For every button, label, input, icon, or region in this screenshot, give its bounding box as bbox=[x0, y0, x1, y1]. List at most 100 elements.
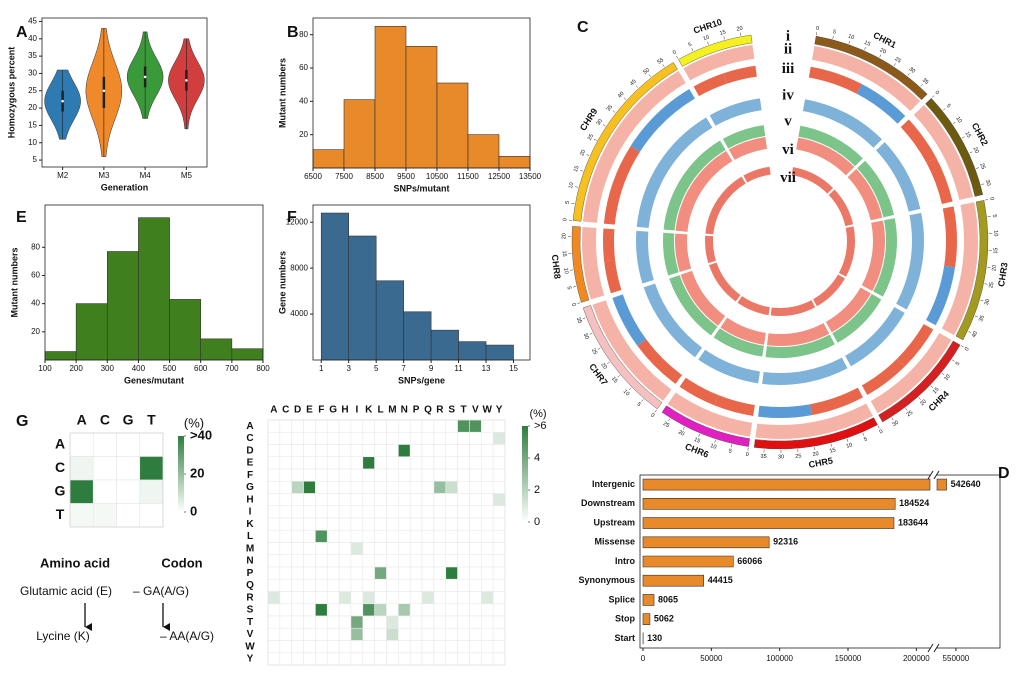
heat-cell bbox=[315, 505, 328, 519]
tick bbox=[975, 315, 978, 318]
category-label: Upstream bbox=[593, 517, 635, 527]
track-area bbox=[743, 166, 771, 183]
heat-cell bbox=[326, 529, 340, 543]
track-area bbox=[636, 230, 654, 284]
track-area bbox=[813, 274, 845, 307]
track-band bbox=[896, 324, 934, 367]
tick-label: 40 bbox=[617, 91, 626, 100]
heat-cell bbox=[398, 591, 411, 605]
tick bbox=[879, 54, 882, 58]
track-band bbox=[926, 157, 953, 204]
row-label: S bbox=[247, 605, 254, 616]
heat-cell bbox=[469, 615, 482, 629]
tick-label: 5 bbox=[636, 402, 642, 409]
x-tick-label: 9 bbox=[429, 364, 434, 373]
x-tick-label: 100000 bbox=[766, 654, 793, 663]
row-label: L bbox=[247, 531, 253, 542]
track-area bbox=[825, 287, 871, 333]
axis-break bbox=[927, 470, 934, 480]
heat-cell bbox=[409, 444, 423, 458]
heat-cell bbox=[303, 468, 316, 482]
heat-cell bbox=[291, 419, 304, 433]
track-band bbox=[603, 146, 640, 225]
heat-cell bbox=[69, 503, 94, 528]
heat-cell bbox=[374, 591, 387, 605]
heat-cell bbox=[362, 554, 375, 568]
heat-cell bbox=[469, 566, 482, 580]
heat-cell bbox=[433, 640, 447, 654]
row-label: R bbox=[246, 592, 254, 603]
tick bbox=[942, 108, 946, 111]
annotation: Lycine (K) bbox=[36, 629, 90, 643]
track-band bbox=[926, 265, 956, 326]
heat-cell bbox=[398, 419, 411, 433]
heat-cell bbox=[374, 517, 387, 531]
heat-cell bbox=[326, 615, 340, 629]
heat-cell bbox=[421, 431, 435, 445]
tick bbox=[628, 387, 632, 391]
tick bbox=[698, 433, 701, 437]
tick-label: 10 bbox=[702, 35, 710, 43]
heat-cell bbox=[315, 431, 328, 445]
heat-cell bbox=[315, 542, 328, 556]
heat-cell bbox=[279, 554, 293, 568]
heat-cell bbox=[480, 627, 494, 641]
tick-label: 0 bbox=[815, 26, 819, 32]
heat-cell bbox=[267, 517, 281, 531]
axis-break bbox=[927, 643, 934, 653]
row-label: E bbox=[247, 458, 254, 469]
tick-label: 5 bbox=[728, 448, 732, 455]
heat-cell bbox=[267, 627, 281, 641]
heat-cell bbox=[445, 505, 458, 519]
heat-cell bbox=[469, 554, 482, 568]
heat-cell bbox=[457, 517, 470, 531]
heat-cell bbox=[480, 591, 494, 605]
track-area bbox=[704, 235, 716, 264]
heat-cell bbox=[445, 493, 458, 507]
row-label: H bbox=[246, 494, 253, 505]
track-band bbox=[808, 66, 862, 94]
tick bbox=[931, 95, 935, 98]
heat-cell bbox=[303, 517, 316, 531]
track-area bbox=[636, 117, 713, 229]
chromosome-label: CHR2 bbox=[970, 121, 990, 147]
tick-label: 20 bbox=[812, 451, 819, 458]
track-area bbox=[791, 167, 834, 194]
annotation: Codon bbox=[161, 555, 202, 570]
annotation: Glutamic acid (E) bbox=[20, 584, 112, 598]
heat-cell bbox=[291, 493, 304, 507]
heat-cell bbox=[315, 493, 328, 507]
heat-cell bbox=[267, 652, 281, 666]
tick-label: 30 bbox=[984, 179, 991, 187]
tick-label: 20 bbox=[879, 47, 887, 55]
heat-cell bbox=[409, 542, 423, 556]
track-band bbox=[679, 377, 719, 406]
median bbox=[185, 79, 188, 82]
y-tick-label: 15 bbox=[28, 121, 37, 130]
heat-cell bbox=[291, 627, 304, 641]
heat-cell bbox=[445, 566, 458, 580]
heat-cell bbox=[303, 505, 316, 519]
tick-label: 5 bbox=[688, 42, 693, 49]
colorbar-title: (%) bbox=[184, 415, 204, 430]
heat-cell bbox=[362, 468, 375, 482]
column-label: V bbox=[472, 405, 479, 416]
y-tick-label: 40 bbox=[28, 34, 37, 43]
heat-cell bbox=[315, 468, 328, 482]
bar bbox=[642, 478, 947, 491]
heat-cell bbox=[267, 431, 281, 445]
annotation: – AA(A/G) bbox=[160, 629, 214, 643]
x-tick-label: 100 bbox=[38, 364, 52, 373]
heat-cell bbox=[409, 419, 423, 433]
tick-label: 35 bbox=[575, 317, 583, 325]
heat-cell bbox=[291, 529, 304, 543]
tick-label: 45 bbox=[629, 79, 638, 88]
heat-cell bbox=[492, 480, 506, 494]
heat-cell bbox=[350, 529, 364, 543]
heat-cell bbox=[398, 554, 411, 568]
heat-cell bbox=[279, 542, 293, 556]
tick bbox=[707, 41, 709, 45]
x-tick-label: 7 bbox=[401, 364, 406, 373]
tick-label: 10 bbox=[846, 442, 854, 450]
x-tick-label: 11 bbox=[454, 364, 463, 373]
